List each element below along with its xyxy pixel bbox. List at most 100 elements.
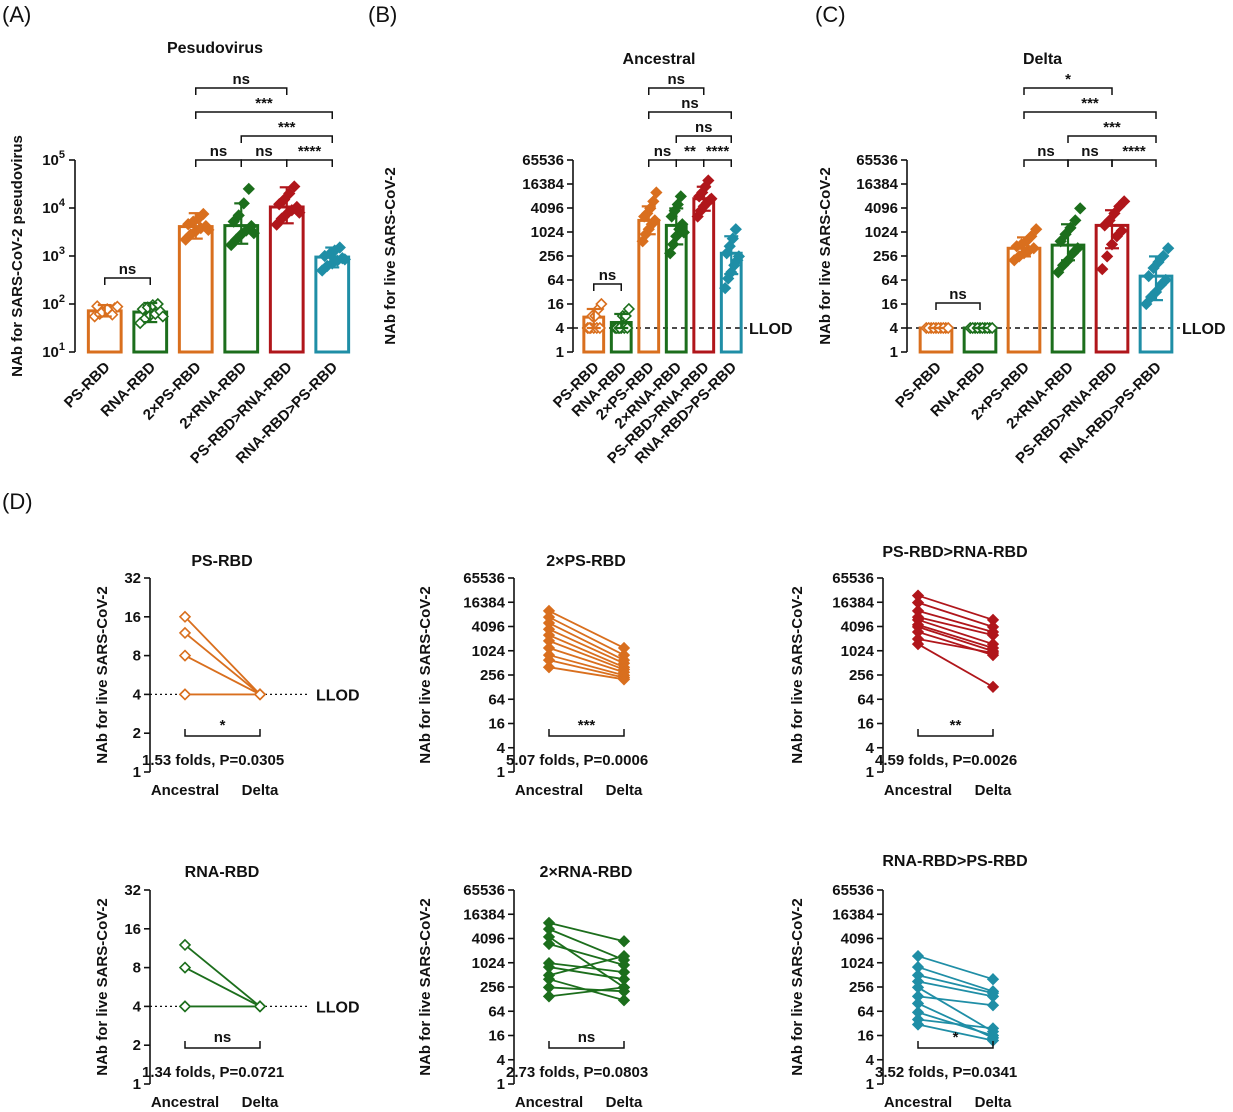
paired-line [548,966,625,981]
significance-label: ns [232,71,250,88]
y-tick-label: 102 [42,293,65,313]
significance-label: ns [599,267,617,284]
llod-label: LLOD [316,687,360,704]
y-tick-label: 4 [133,998,142,1015]
data-point [617,935,631,948]
significance-bracket [1023,87,1113,95]
y-tick-label: 1024 [472,643,506,660]
y-tick-label: 1 [890,344,898,361]
data-point [542,661,556,674]
y-tick-base: 10 [42,344,59,361]
llod-label: LLOD [749,321,793,338]
llod-label: LLOD [1182,321,1226,338]
paired-line [548,647,625,674]
significance-label: ns [210,143,228,160]
significance-label: ns [695,119,713,136]
significance-bracket [648,111,732,119]
y-tick-label: 64 [547,272,564,289]
y-tick-label: 16 [547,296,564,313]
chart-title: 2×RNA-RBD [540,864,633,881]
y-tick-label: 256 [539,248,564,265]
paired-line [548,986,625,998]
fold-change-label: 3.52 folds, P=0.0341 [875,1064,1017,1081]
y-tick-label: 64 [857,1003,874,1020]
x-category-label: Delta [975,782,1012,799]
data-point [1140,297,1153,311]
paired-line [917,638,994,654]
y-tick-label: 2 [133,725,141,742]
paired-line [917,1018,994,1030]
y-tick-label: 64 [488,1003,505,1020]
paired-chart-d3: PS-RBD>RNA-RBD 1 4 16 64 256 1024 4096 16384 6553… [789,544,1028,799]
y-tick-label: 65536 [832,570,874,587]
significance-bracket [240,135,333,143]
data-point [732,250,745,263]
data-point [202,223,215,237]
fold-change-label: 1.34 folds, P=0.0721 [142,1064,284,1081]
paired-line [548,654,625,677]
significance-bracket [917,729,994,737]
significance-bracket [195,159,242,167]
x-category-label: Ancestral [515,782,583,799]
significance-label: ns [255,143,273,160]
data-point [617,981,631,994]
data-point [617,949,631,963]
y-tick-exponent: 4 [59,197,66,209]
data-point [702,174,715,187]
significance-label: **** [706,143,730,160]
data-point [622,302,635,316]
paired-line [548,616,625,656]
paired-line [917,594,994,621]
fold-change-label: 2.73 folds, P=0.0803 [506,1064,648,1081]
significance-bracket [593,283,622,291]
y-axis-title: NAb for live SARS-CoV-2 [417,898,434,1076]
y-tick-label: 32 [124,882,141,899]
y-axis-title: NAb for live SARS-CoV-2 [417,586,434,764]
y-tick-label: 256 [849,667,874,684]
data-point [1030,223,1043,236]
y-axis-title: NAb for live SARS-CoV-2 [94,586,111,764]
paired-chart-d6: RNA-RBD>PS-RBD 1 4 16 64 256 1024 4096 16384 6553… [789,853,1028,1111]
y-tick-label: 1024 [531,224,565,241]
significance-bracket [1023,159,1069,167]
y-tick-label: 1 [133,764,141,781]
y-tick-label: 256 [480,979,505,996]
y-tick-label: 105 [42,149,65,169]
y-tick-label: 4096 [841,619,874,636]
y-tick-label: 4 [866,1052,875,1069]
x-category-label: Delta [606,1094,643,1111]
y-tick-label: 16 [124,921,141,938]
data-point [1115,224,1128,237]
significance-label: ns [119,261,137,278]
significance-bracket [675,135,732,143]
paired-line [917,643,994,688]
data-point [253,1000,267,1013]
significance-label: *** [255,95,273,112]
data-point [677,226,690,239]
data-point [986,646,1000,660]
paired-line [184,616,261,696]
data-point [986,680,1000,693]
paired-line [548,622,625,661]
paired-line [917,616,994,637]
paired-line [917,618,994,645]
y-tick-label: 1 [133,1076,141,1093]
y-tick-exponent: 3 [59,245,65,257]
significance-bracket [104,277,151,285]
data-point [338,253,351,266]
significance-label: ns [1081,143,1099,160]
significance-bracket [286,159,333,167]
significance-bracket [240,159,288,167]
paired-line [917,610,994,633]
significance-label: ns [681,95,699,112]
data-point [1159,273,1172,287]
data-point [1027,242,1040,255]
paired-line [184,966,261,1008]
y-tick-label: 1 [866,764,874,781]
chart-title: Delta [1023,51,1062,68]
significance-bracket [648,87,705,95]
data-point [1052,266,1065,279]
data-point [253,688,267,701]
